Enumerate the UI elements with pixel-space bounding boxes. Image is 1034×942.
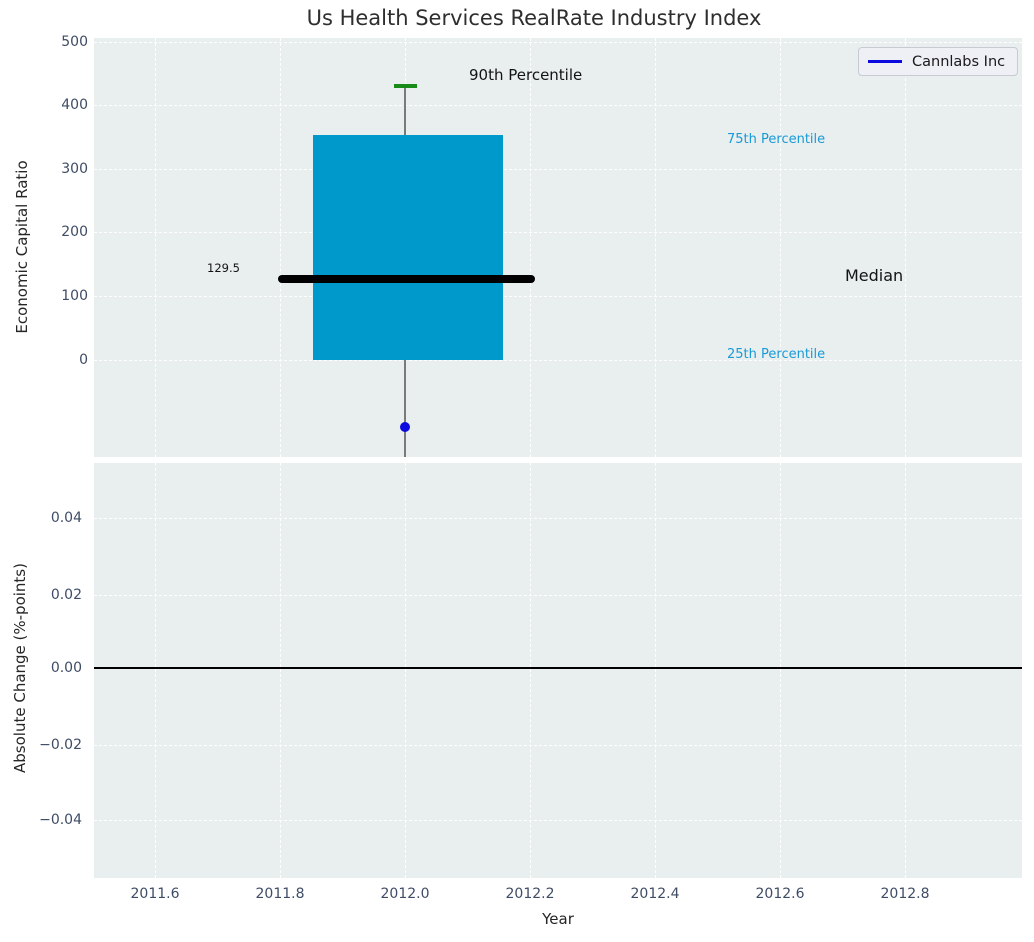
x-tick-label: 2012.0 (380, 886, 430, 902)
y-tick-label: 0 (79, 352, 88, 368)
x-tick-label: 2011.8 (255, 886, 305, 902)
gridline (94, 105, 1022, 106)
gridline (905, 463, 906, 878)
y-tick-label: 500 (61, 34, 88, 50)
y-tick-label: 200 (61, 224, 88, 240)
gridline (780, 463, 781, 878)
gridline (780, 38, 781, 457)
bottom-y-axis-title: Absolute Change (%-points) (11, 563, 29, 773)
top-y-axis-title: Economic Capital Ratio (13, 160, 31, 334)
gridline (94, 518, 1022, 519)
median-value-label: 129.5 (207, 261, 240, 275)
gridline (530, 38, 531, 457)
chart-title: Us Health Services RealRate Industry Ind… (306, 6, 762, 30)
gridline (94, 169, 1022, 170)
y-tick-label: −0.04 (39, 812, 82, 828)
x-tick-label: 2012.2 (505, 886, 555, 902)
gridline (280, 38, 281, 457)
x-tick-label: 2012.6 (755, 886, 805, 902)
bottom-plot-area (94, 463, 1022, 878)
gridline (655, 463, 656, 878)
gridline (155, 38, 156, 457)
y-tick-label: 100 (61, 288, 88, 304)
gridline (94, 745, 1022, 746)
gridline (155, 463, 156, 878)
gridline (530, 463, 531, 878)
gridline (405, 463, 406, 878)
x-axis-title: Year (542, 910, 574, 928)
gridline (94, 595, 1022, 596)
gridline (905, 38, 906, 457)
gridline (94, 360, 1022, 361)
p75-annotation: 75th Percentile (727, 132, 826, 147)
y-tick-label: 0.02 (50, 587, 82, 603)
legend-label: Cannlabs Inc (912, 53, 1006, 70)
y-tick-label: −0.02 (39, 737, 82, 753)
y-tick-label: 0.04 (50, 510, 82, 526)
median-annotation: Median (845, 266, 904, 285)
gridline (94, 820, 1022, 821)
gridline (94, 42, 1022, 43)
x-tick-label: 2012.4 (630, 886, 680, 902)
cannlabs-data-point (400, 422, 410, 432)
y-tick-label: 0.00 (50, 660, 82, 676)
median-line (278, 275, 535, 283)
gridline (655, 38, 656, 457)
p25-annotation: 25th Percentile (727, 347, 826, 362)
x-tick-label: 2012.8 (880, 886, 930, 902)
x-tick-label: 2011.6 (130, 886, 180, 902)
y-tick-label: 400 (61, 97, 88, 113)
legend: Cannlabs Inc (858, 47, 1018, 76)
zero-reference-line (94, 667, 1022, 669)
legend-line-sample (868, 60, 902, 63)
p90-annotation: 90th Percentile (469, 66, 583, 84)
gridline (94, 232, 1022, 233)
interquartile-box (313, 135, 503, 360)
gridline (94, 296, 1022, 297)
p90-cap (394, 84, 417, 88)
gridline (280, 463, 281, 878)
y-tick-label: 300 (61, 161, 88, 177)
top-plot-area (94, 38, 1022, 457)
